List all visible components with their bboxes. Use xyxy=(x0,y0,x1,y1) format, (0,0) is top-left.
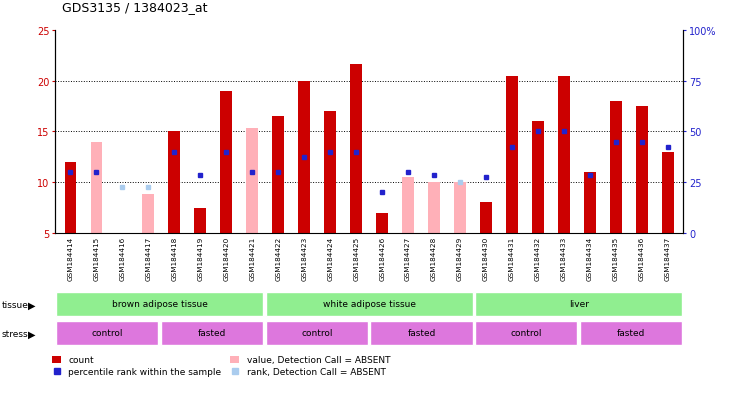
Text: fasted: fasted xyxy=(198,328,226,337)
Bar xyxy=(325,112,336,233)
Text: GSM184414: GSM184414 xyxy=(67,236,73,280)
Bar xyxy=(265,321,368,346)
Text: GDS3135 / 1384023_at: GDS3135 / 1384023_at xyxy=(62,2,208,14)
Text: GSM184433: GSM184433 xyxy=(561,236,567,280)
Text: GSM184425: GSM184425 xyxy=(353,236,359,280)
Bar xyxy=(454,183,466,233)
Bar xyxy=(376,213,388,233)
Text: fasted: fasted xyxy=(617,328,645,337)
Text: ▶: ▶ xyxy=(28,299,35,310)
Bar xyxy=(580,321,682,346)
Bar xyxy=(636,107,648,233)
Text: GSM184419: GSM184419 xyxy=(197,236,203,280)
Bar xyxy=(298,81,310,233)
Text: control: control xyxy=(301,328,333,337)
Text: control: control xyxy=(510,328,542,337)
Text: GSM184422: GSM184422 xyxy=(276,236,281,280)
Bar xyxy=(662,152,674,233)
Text: GSM184423: GSM184423 xyxy=(301,236,307,280)
Text: GSM184421: GSM184421 xyxy=(249,236,255,280)
Bar xyxy=(194,208,206,233)
Text: GSM184417: GSM184417 xyxy=(145,236,151,280)
Bar xyxy=(143,195,154,233)
Text: GSM184432: GSM184432 xyxy=(535,236,541,280)
Text: liver: liver xyxy=(569,299,588,309)
Text: GSM184420: GSM184420 xyxy=(223,236,230,280)
Legend: count, percentile rank within the sample, value, Detection Call = ABSENT, rank, : count, percentile rank within the sample… xyxy=(52,356,390,376)
Text: brown adipose tissue: brown adipose tissue xyxy=(112,299,208,309)
Text: stress: stress xyxy=(1,329,28,338)
Bar xyxy=(91,142,102,233)
Bar xyxy=(402,178,414,233)
Bar xyxy=(428,183,440,233)
Bar xyxy=(480,203,492,233)
Bar xyxy=(371,321,473,346)
Text: GSM184427: GSM184427 xyxy=(405,236,411,280)
Bar xyxy=(56,321,159,346)
Bar xyxy=(221,92,232,233)
Text: GSM184430: GSM184430 xyxy=(483,236,489,280)
Text: GSM184435: GSM184435 xyxy=(613,236,619,280)
Bar xyxy=(558,76,570,233)
Text: GSM184416: GSM184416 xyxy=(119,236,126,280)
Text: GSM184424: GSM184424 xyxy=(327,236,333,280)
Bar xyxy=(168,132,180,233)
Text: fasted: fasted xyxy=(407,328,436,337)
Bar xyxy=(350,64,362,233)
Bar xyxy=(610,102,622,233)
Text: GSM184437: GSM184437 xyxy=(665,236,671,280)
Text: GSM184429: GSM184429 xyxy=(457,236,463,280)
Text: GSM184426: GSM184426 xyxy=(379,236,385,280)
Bar xyxy=(64,162,76,233)
Bar xyxy=(56,292,263,317)
Text: GSM184436: GSM184436 xyxy=(639,236,645,280)
Bar xyxy=(161,321,263,346)
Bar xyxy=(246,129,258,233)
Bar xyxy=(273,117,284,233)
Text: GSM184434: GSM184434 xyxy=(587,236,593,280)
Text: GSM184431: GSM184431 xyxy=(509,236,515,280)
Text: white adipose tissue: white adipose tissue xyxy=(322,299,416,309)
Text: GSM184415: GSM184415 xyxy=(94,236,99,280)
Bar xyxy=(265,292,473,317)
Bar xyxy=(584,173,596,233)
Text: control: control xyxy=(91,328,123,337)
Bar xyxy=(475,321,577,346)
Bar xyxy=(532,122,544,233)
Text: tissue: tissue xyxy=(1,300,29,309)
Text: ▶: ▶ xyxy=(28,328,35,339)
Text: GSM184418: GSM184418 xyxy=(171,236,178,280)
Bar xyxy=(475,292,682,317)
Text: GSM184428: GSM184428 xyxy=(431,236,437,280)
Bar xyxy=(506,76,518,233)
